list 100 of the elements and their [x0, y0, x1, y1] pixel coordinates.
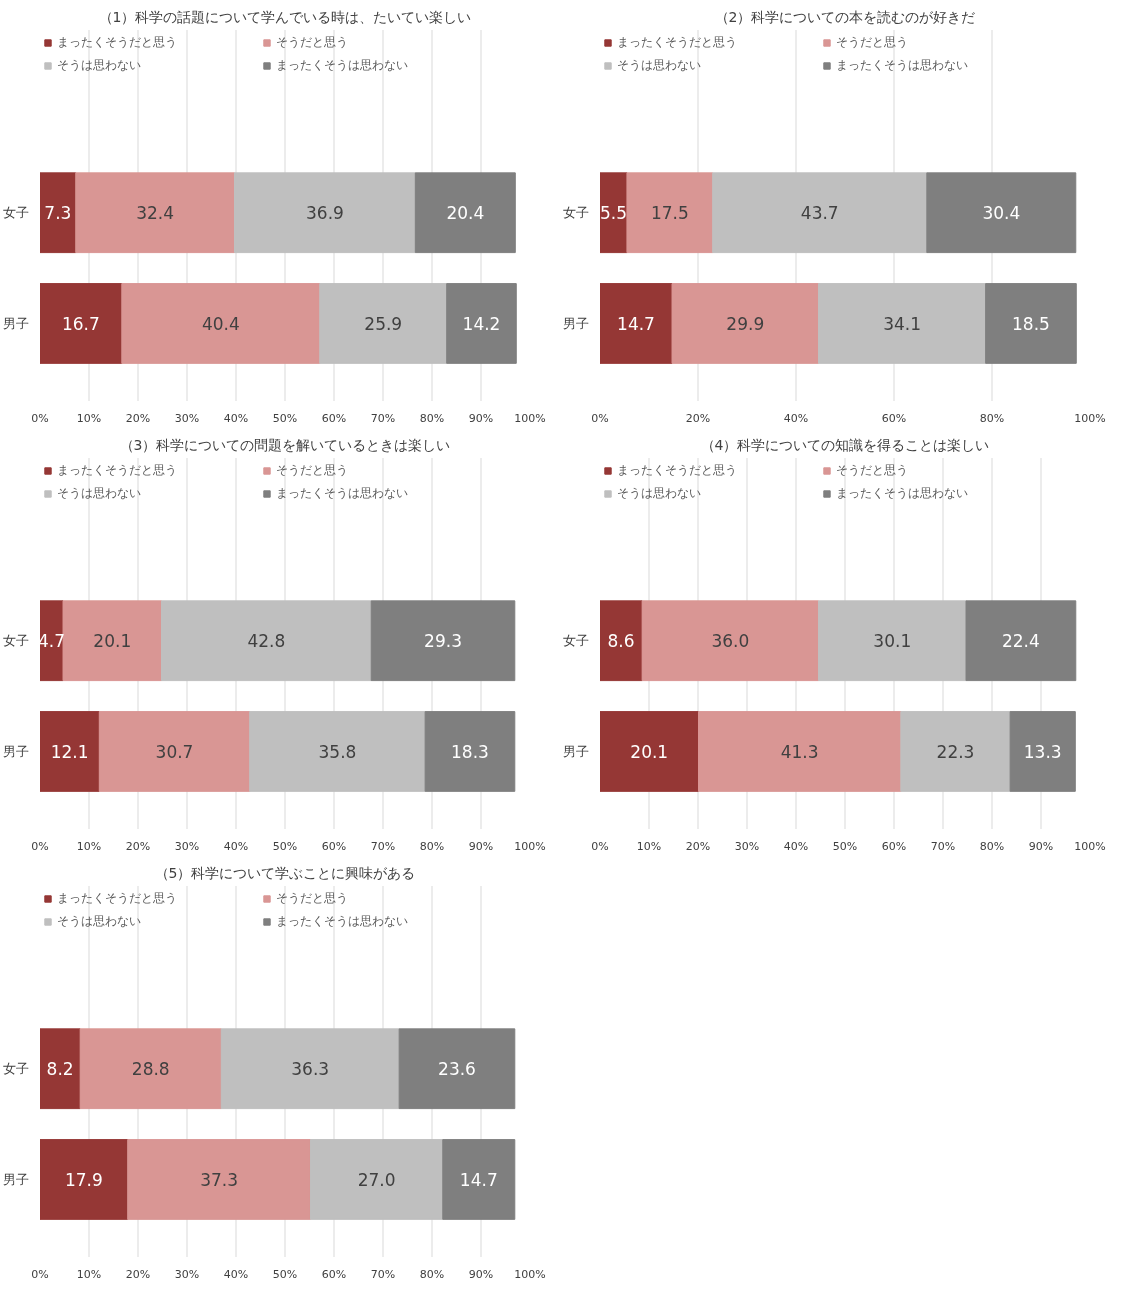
bar: [424, 711, 516, 792]
data-label: 29.9: [726, 313, 765, 334]
chart-title: （3）科学についての問題を解いているときは楽しい: [119, 437, 451, 453]
x-tick-label: 40%: [783, 412, 809, 425]
x-tick-label: 60%: [321, 412, 347, 425]
data-label: 17.5: [650, 203, 689, 224]
data-label: 8.6: [607, 631, 635, 652]
data-label: 36.9: [306, 203, 344, 224]
x-tick-label: 100%: [514, 840, 546, 853]
y-tick-label: 男子: [3, 1171, 29, 1187]
x-tick-label: 90%: [468, 840, 494, 853]
bar: [900, 711, 1011, 792]
bar: [442, 1139, 516, 1220]
y-tick-label: 男子: [3, 315, 29, 331]
x-tick-label: 100%: [514, 412, 546, 425]
bar: [965, 600, 1077, 682]
bar: [712, 172, 928, 254]
data-label: 14.7: [459, 1169, 498, 1190]
data-label: 18.5: [1012, 313, 1050, 334]
bar: [446, 283, 517, 364]
bar: [127, 1139, 311, 1220]
data-label: 29.3: [424, 631, 462, 652]
x-tick-label: 100%: [1074, 412, 1106, 425]
data-label: 14.7: [617, 313, 655, 334]
data-label: 25.9: [364, 313, 403, 334]
bar: [40, 1028, 81, 1110]
x-tick-label: 10%: [636, 840, 662, 853]
data-label: 28.8: [131, 1059, 170, 1080]
data-label: 16.7: [61, 313, 100, 334]
bar: [600, 600, 643, 682]
x-tick-label: 0%: [31, 840, 49, 853]
bar: [626, 172, 714, 254]
bar: [697, 711, 902, 792]
data-label: 20.1: [93, 631, 132, 652]
legend-label: そうは思わない: [57, 485, 142, 502]
chart-title: （4）科学についての知識を得ることは楽しい: [700, 437, 990, 453]
x-tick-label: 50%: [272, 840, 298, 853]
data-label: 7.3: [44, 203, 72, 224]
data-label: 8.2: [46, 1059, 74, 1080]
x-tick-label: 20%: [685, 412, 711, 425]
x-tick-label: 90%: [468, 412, 494, 425]
x-tick-label: 80%: [979, 840, 1005, 853]
chart-title: （2）科学についての本を読むのが好きだ: [714, 9, 976, 25]
x-tick-label: 80%: [419, 840, 445, 853]
bar: [600, 283, 673, 364]
x-tick-label: 20%: [125, 840, 151, 853]
y-tick-label: 女子: [3, 205, 29, 221]
chart-title: （5）科学について学ぶことに興味がある: [154, 865, 416, 881]
data-label: 36.0: [711, 631, 750, 652]
legend-label: まったくそうは思わない: [836, 485, 969, 502]
legend-label: そうは思わない: [617, 485, 702, 502]
data-label: 22.3: [936, 741, 975, 762]
legend-label: まったくそうは思わない: [276, 57, 409, 74]
data-label: 36.3: [291, 1059, 330, 1080]
data-label: 34.1: [883, 313, 922, 334]
bar: [309, 1139, 444, 1220]
data-label: 41.3: [780, 741, 819, 762]
legend-label: まったくそうだと思う: [57, 34, 178, 51]
bar: [40, 283, 123, 364]
x-tick-label: 20%: [685, 840, 711, 853]
x-tick-label: 10%: [76, 840, 102, 853]
legend-label: そうだと思う: [836, 34, 909, 51]
legend-label: まったくそうだと思う: [57, 462, 178, 479]
bar: [818, 600, 967, 682]
x-tick-label: 50%: [272, 412, 298, 425]
bar: [40, 711, 100, 792]
y-tick-label: 女子: [563, 633, 589, 649]
data-label: 20.4: [446, 203, 485, 224]
x-tick-label: 30%: [734, 840, 760, 853]
bar: [641, 600, 820, 682]
bar: [161, 600, 372, 682]
bar: [40, 1139, 129, 1220]
x-tick-label: 80%: [979, 412, 1005, 425]
y-tick-label: 女子: [3, 633, 29, 649]
bar: [985, 283, 1077, 364]
data-label: 17.9: [64, 1169, 103, 1190]
x-tick-label: 70%: [370, 1268, 396, 1281]
legend-label: そうは思わない: [57, 57, 142, 74]
legend-label: そうだと思う: [276, 890, 349, 907]
x-tick-label: 0%: [591, 412, 609, 425]
bar: [319, 283, 448, 364]
x-tick-label: 0%: [31, 412, 49, 425]
x-tick-label: 20%: [125, 412, 151, 425]
x-tick-label: 80%: [419, 1268, 445, 1281]
bar: [79, 1028, 222, 1110]
data-label: 42.8: [247, 631, 286, 652]
data-label: 30.7: [155, 741, 194, 762]
data-label: 30.1: [873, 631, 912, 652]
bar: [370, 600, 516, 682]
bar: [600, 711, 699, 792]
x-tick-label: 60%: [321, 840, 347, 853]
x-tick-label: 40%: [223, 1268, 249, 1281]
data-label: 37.3: [200, 1169, 239, 1190]
x-tick-label: 40%: [223, 412, 249, 425]
x-tick-label: 80%: [419, 412, 445, 425]
data-label: 18.3: [451, 741, 489, 762]
x-tick-label: 90%: [468, 1268, 494, 1281]
x-tick-label: 0%: [31, 1268, 49, 1281]
x-tick-label: 40%: [223, 840, 249, 853]
bar: [671, 283, 820, 364]
